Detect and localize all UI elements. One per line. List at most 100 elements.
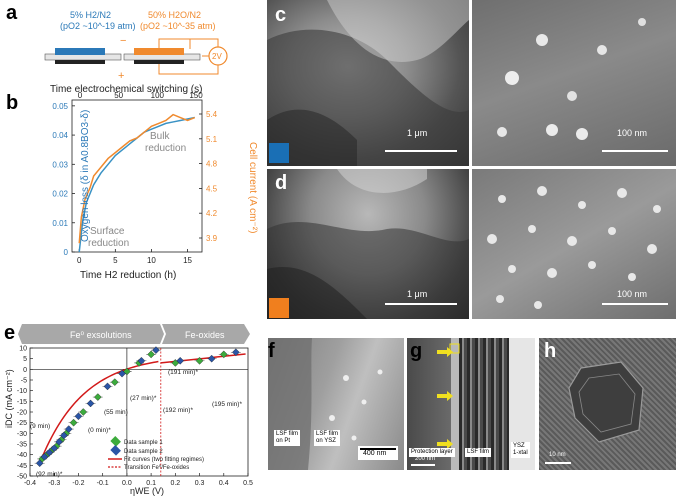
panel-g-tag-protection: Protection layer xyxy=(409,448,455,457)
panel-e-point-s2 xyxy=(103,382,112,391)
panel-e-y-tick-label: -5 xyxy=(21,378,27,385)
panel-e-chart: Fe⁰ exsolutions Fe-oxides -0.4 -0.3 -0.2 -0… xyxy=(4,324,253,496)
panel-g-tag-ysz: YSZ 1-xtal xyxy=(511,442,530,458)
panel-e-y-tick-label: -20 xyxy=(17,410,27,417)
panel-e-banner-right-text: Fe-oxides xyxy=(185,330,225,340)
panel-h-scale: 10 nm xyxy=(549,452,566,458)
panel-e-point-s2 xyxy=(40,452,49,461)
panel-b-right-tick-label: 5.1 xyxy=(206,135,218,144)
panel-b-left-ticks: 0 0.01 0.02 0.03 0.04 0.05 xyxy=(52,102,75,257)
panel-b-left-tick-label: 0.01 xyxy=(52,219,68,228)
panel-b-chart: Time electrochemical switching (s) 0 50 10… xyxy=(50,84,258,281)
panel-c-scalebar-left xyxy=(385,150,457,152)
panel-b-left-tick-label: 0.03 xyxy=(52,160,68,169)
panel-a-right-label-1: 50% H2O/N2 xyxy=(148,10,201,20)
panel-b-right-tick-label: 5.4 xyxy=(206,110,218,119)
panel-e-y-ticks: 10 5 0 -5 -10 -15 -20 -25 -30 -35 -40 -45 -50 xyxy=(17,346,33,481)
panel-a-right-label-2: (pO2 ~10^-35 atm) xyxy=(140,21,216,31)
panel-e-y-tick-label: -35 xyxy=(17,442,27,449)
panel-c-particles xyxy=(497,18,646,140)
panel-g-scalebar xyxy=(411,464,435,466)
panel-b-top-tick-label: 100 xyxy=(151,91,165,100)
panel-e-legend-3: Fit curves (two fitting regimes) xyxy=(124,457,204,463)
panel-b-series-line-2 xyxy=(78,113,196,244)
panel-e-point-s2 xyxy=(55,438,63,446)
panel-g-scale: 200 nm xyxy=(415,456,436,462)
panel-a-voltage: 2V xyxy=(212,52,222,61)
panel-c-sem-high: 100 nm xyxy=(472,0,676,166)
panel-b-bulk-2: reduction xyxy=(145,143,186,154)
panel-e-point-s2 xyxy=(50,444,59,453)
panel-b-top-tick-label: 50 xyxy=(114,91,123,100)
panel-c-color-marker xyxy=(269,143,289,163)
panel-e-x-tick-label: 0.5 xyxy=(243,480,253,487)
panel-e-point-s2 xyxy=(152,346,160,354)
panel-b-right-tick-label: 4.2 xyxy=(206,209,218,218)
panel-e-y-tick-label: -15 xyxy=(17,399,27,406)
panel-e-x-tick-label: -0.2 xyxy=(72,480,84,487)
panel-f-scale-box: 400 nm xyxy=(358,446,398,460)
panel-e-y-tick-label: 5 xyxy=(23,356,27,363)
panel-b-left-tick-label: 0 xyxy=(64,248,69,257)
panel-e-point-s2 xyxy=(118,369,126,378)
panel-g-tem: Protection layer LSF film YSZ 1-xtal 200 … xyxy=(407,338,535,470)
panel-e-point-s2 xyxy=(64,425,73,433)
panel-d-texture xyxy=(267,169,469,319)
panel-label-d: d xyxy=(275,172,288,194)
panel-b-series xyxy=(78,113,196,253)
panel-a-left-electrode xyxy=(55,60,105,64)
panel-label-e: e xyxy=(4,322,16,344)
panel-b-left-axis-title: Oxygen loss (δ in A0.8BO3-δ) xyxy=(80,110,91,242)
panel-b-right-axis-title: Cell current (A cm⁻²) xyxy=(247,142,258,233)
panel-e-point-s2 xyxy=(60,431,68,440)
panel-e-point-s2 xyxy=(207,354,216,363)
panel-h-hrtem: 10 nm xyxy=(539,338,676,470)
panel-e-point-s2 xyxy=(137,356,146,365)
panel-a-left-label-2: (pO2 ~10^-19 atm) xyxy=(60,21,136,31)
panel-a-minus: − xyxy=(120,35,126,47)
panel-b-left-tick-label: 0.05 xyxy=(52,102,68,111)
panel-h-scalebar xyxy=(545,462,571,464)
panel-b-bottom-tick-label: 10 xyxy=(147,256,156,265)
panel-f-tag-pt: LSF film on Pt xyxy=(274,430,301,446)
panel-b-top-axis-title: Time electrochemical switching (s) xyxy=(50,84,202,95)
panel-d-color-marker xyxy=(269,298,289,318)
panel-label-c: c xyxy=(275,4,287,26)
panel-b-right-tick-label: 3.9 xyxy=(206,234,218,243)
panel-e-point-s2 xyxy=(86,399,95,408)
panel-b-bottom-tick-label: 5 xyxy=(113,256,118,265)
panel-e-x-axis-title: ηWE (V) xyxy=(130,486,164,496)
panel-e-x-tick-label: 0.2 xyxy=(170,480,180,487)
panel-b-surface-1: Surface xyxy=(90,226,125,237)
panel-b-top-tick-label: 0 xyxy=(78,91,83,100)
panel-d-sem-low: 1 μm xyxy=(267,169,469,319)
panel-e-point-s2 xyxy=(35,459,44,468)
panel-e-x-tick-label: 0.0 xyxy=(122,480,132,487)
panel-e-x-ticks: -0.4 -0.3 -0.2 -0.1 0.0 0.1 0.2 0.3 0.4 0.5 xyxy=(24,473,253,487)
panel-b-bottom-ticks: 0 5 10 15 xyxy=(77,249,193,265)
panel-a-plus: + xyxy=(118,70,124,81)
panel-e-ann-0: (0 min)* xyxy=(88,427,111,434)
panel-e-point-s2 xyxy=(45,448,54,457)
panel-b-left-tick-label: 0.02 xyxy=(52,190,68,199)
panel-c-scale-right: 100 nm xyxy=(617,128,648,138)
panel-e-banner-left-text: Fe⁰ exsolutions xyxy=(70,330,132,340)
panel-a-left-label-1: 5% H2/N2 xyxy=(70,10,111,20)
panel-f-scale: 400 nm xyxy=(363,450,387,457)
panel-e-ann-92: (92 min)* xyxy=(36,471,63,478)
panel-e-x-tick-label: -0.3 xyxy=(48,480,60,487)
panel-c-scalebar-right xyxy=(602,150,668,152)
panel-e-point-s2 xyxy=(232,348,240,357)
panel-e-series xyxy=(34,346,241,468)
panel-e-y-tick-label: -45 xyxy=(17,463,27,470)
panel-e-y-tick-label: -40 xyxy=(17,452,27,459)
panel-e-point-s1 xyxy=(147,350,155,359)
panel-a-right-film xyxy=(134,48,184,55)
panel-e-ann-191: (191 min)* xyxy=(168,369,198,376)
panel-b-right-tick-label: 4.5 xyxy=(206,184,218,193)
panel-c-scale-left: 1 μm xyxy=(407,128,428,138)
panel-g-arrows xyxy=(437,343,460,449)
panel-b-right-tick-label: 4.8 xyxy=(206,160,218,169)
panel-e-banner-left xyxy=(18,324,164,344)
panel-e-ann-195: (195 min)* xyxy=(212,401,242,408)
